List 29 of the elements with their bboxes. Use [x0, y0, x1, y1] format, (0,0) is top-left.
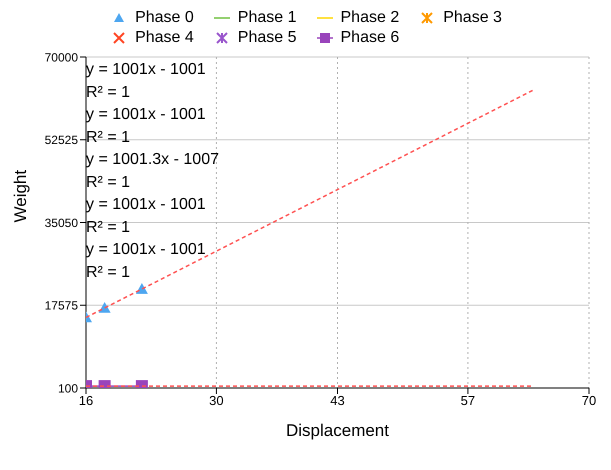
- y-axis-title: Weight: [11, 170, 30, 222]
- x-tick-label: 16: [78, 393, 94, 408]
- x-tick-label: 57: [460, 393, 476, 408]
- annotation: R² = 1: [86, 128, 130, 146]
- x-axis-title: Displacement: [286, 421, 390, 440]
- legend-label: Phase 3: [442, 8, 502, 28]
- annotation: y = 1001.3x - 1007: [86, 151, 219, 168]
- annotation: R² = 1: [86, 264, 130, 280]
- annotation: y = 1001x - 1001: [86, 61, 206, 78]
- y-tick-label: 52525: [44, 133, 78, 148]
- legend-label: Phase 2: [340, 8, 400, 28]
- y-tick-label: 35050: [44, 216, 78, 230]
- legend-label: Phase 6: [340, 28, 400, 48]
- x-tick-label: 70: [582, 393, 596, 408]
- legend-label: Phase 1: [236, 8, 296, 28]
- y-tick-label: 100: [58, 381, 78, 396]
- legend-label: Phase 0: [134, 8, 194, 28]
- annotation: R² = 1: [86, 218, 130, 236]
- annotation: y = 1001x - 1001: [86, 241, 206, 258]
- annotation: y = 1001x - 1001: [86, 196, 206, 213]
- y-tick-label: 17575: [44, 298, 78, 313]
- y-tick-label: 70000: [44, 50, 78, 64]
- legend-label: Phase 4: [134, 28, 194, 48]
- annotation: R² = 1: [86, 174, 130, 190]
- legend-label: Phase 5: [236, 28, 296, 48]
- annotation: R² = 1: [86, 84, 130, 100]
- x-tick-label: 30: [209, 393, 224, 408]
- annotation: y = 1001x - 1001: [86, 106, 206, 123]
- x-tick-label: 43: [330, 393, 345, 408]
